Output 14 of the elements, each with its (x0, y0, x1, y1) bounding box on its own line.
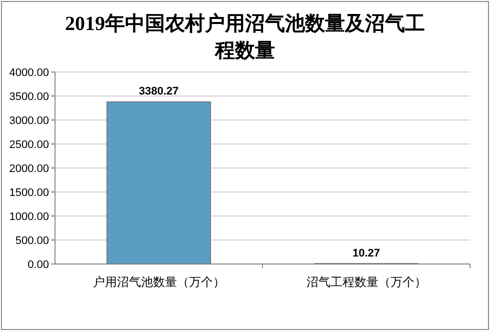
y-tick-label: 3500.00 (9, 91, 49, 103)
y-tick-label: 0.00 (28, 259, 49, 271)
y-tick-label: 3000.00 (9, 115, 49, 127)
chart-title: 2019年中国农村户用沼气池数量及沼气工程数量 (65, 12, 425, 62)
y-tick-label: 4000.00 (9, 67, 49, 79)
x-tick-label: 户用沼气池数量（万个） (92, 275, 225, 289)
y-tick-label: 1000.00 (9, 211, 49, 223)
data-label: 10.27 (352, 248, 380, 260)
x-tick-label: 沼气工程数量（万个） (306, 275, 426, 289)
y-tick-label: 2000.00 (9, 163, 49, 175)
y-tick-label: 500.00 (15, 235, 49, 247)
data-label: 3380.27 (138, 86, 179, 98)
y-tick-label: 1500.00 (9, 187, 49, 199)
y-tick-label: 2500.00 (9, 139, 49, 151)
